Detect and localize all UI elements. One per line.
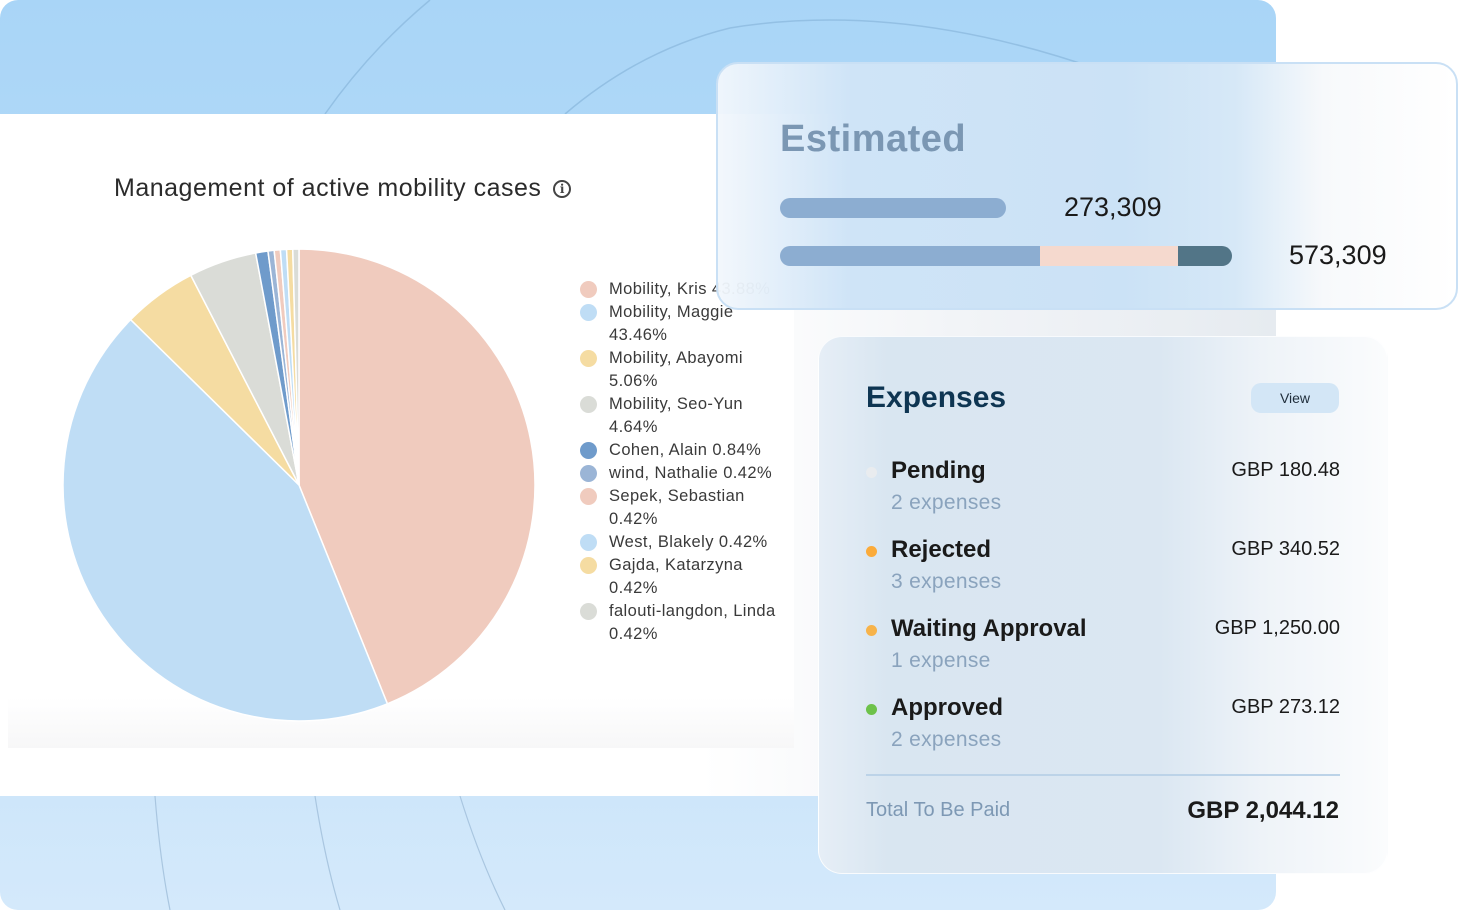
legend-label: Mobility, Maggie 43.46%: [609, 303, 734, 344]
expense-count: 2 expenses: [891, 491, 1002, 514]
bar-segment-1: [1039, 246, 1178, 266]
expense-row-approved[interactable]: Approved 2 expenses GBP 273.12: [866, 694, 1340, 764]
estimated-value-total: 573,309: [1289, 240, 1387, 270]
legend-label: Gajda, Katarzyna 0.42%: [609, 556, 743, 597]
legend-swatch-icon: [580, 304, 597, 321]
legend-swatch-icon: [580, 557, 597, 574]
bar-segment-2: [1177, 246, 1232, 266]
legend-label: Mobility, Abayomi 5.06%: [609, 349, 743, 390]
expense-amount: GBP 180.48: [1231, 459, 1340, 481]
expense-status: Rejected: [891, 536, 992, 563]
divider: [866, 774, 1340, 776]
expense-amount: GBP 340.52: [1231, 538, 1340, 560]
legend-item[interactable]: Mobility, Maggie 43.46%: [580, 301, 790, 347]
estimated-value-current: 273,309: [1064, 192, 1162, 222]
legend-item[interactable]: Cohen, Alain 0.84%: [580, 439, 790, 462]
status-dot-icon: [866, 467, 877, 478]
legend-item[interactable]: Sepek, Sebastian 0.42%: [580, 485, 790, 531]
expense-row-pending[interactable]: Pending 2 expenses GBP 180.48: [866, 457, 1340, 527]
total-value: GBP 2,044.12: [1187, 797, 1339, 824]
legend-label: Cohen, Alain 0.84%: [609, 441, 762, 459]
legend-item[interactable]: Mobility, Seo-Yun 4.64%: [580, 393, 790, 439]
legend-item[interactable]: West, Blakely 0.42%: [580, 531, 790, 554]
legend-label: wind, Nathalie 0.42%: [609, 464, 773, 482]
estimated-bar-current: [780, 198, 1006, 218]
background-arcs: [154, 0, 1176, 910]
legend-label: Sepek, Sebastian 0.42%: [609, 487, 745, 528]
status-dot-icon: [866, 625, 877, 636]
estimated-title: Estimated: [780, 118, 967, 160]
expense-status: Pending: [891, 457, 986, 484]
legend-swatch-icon: [580, 281, 597, 298]
expense-amount: GBP 273.12: [1231, 696, 1340, 718]
expense-row-rejected[interactable]: Rejected 3 expenses GBP 340.52: [866, 536, 1340, 606]
pie-slice-9[interactable]: [292, 248, 300, 486]
expense-status: Waiting Approval: [891, 615, 1087, 642]
view-expenses-button[interactable]: View: [1251, 383, 1339, 413]
legend-label: Mobility, Seo-Yun 4.64%: [609, 395, 743, 436]
expense-count: 1 expense: [891, 649, 991, 672]
chart-legend: Mobility, Kris 43.88% Mobility, Maggie 43…: [580, 278, 790, 646]
legend-swatch-icon: [580, 396, 597, 413]
legend-swatch-icon: [580, 350, 597, 367]
pie-slice-0[interactable]: [298, 248, 536, 705]
legend-item[interactable]: Gajda, Katarzyna 0.42%: [580, 554, 790, 600]
total-label: Total To Be Paid: [866, 799, 1011, 821]
chart-title: Management of active mobility cases i: [114, 174, 572, 203]
expense-count: 3 expenses: [891, 570, 1002, 593]
expense-amount: GBP 1,250.00: [1214, 617, 1340, 639]
expense-row-waiting-approval[interactable]: Waiting Approval 1 expense GBP 1,250.00: [866, 615, 1340, 685]
bar-segment-0: [780, 246, 1040, 266]
pie-chart: [62, 248, 536, 722]
estimated-bar-total: [780, 246, 1232, 266]
expense-count: 2 expenses: [891, 728, 1002, 751]
legend-item[interactable]: Mobility, Abayomi 5.06%: [580, 347, 790, 393]
legend-swatch-icon: [580, 488, 597, 505]
legend-item[interactable]: wind, Nathalie 0.42%: [580, 462, 790, 485]
expenses-card: Expenses View Pending 2 expenses GBP 180…: [818, 336, 1388, 874]
status-dot-icon: [866, 704, 877, 715]
legend-swatch-icon: [580, 465, 597, 482]
pie-slice-1[interactable]: [62, 318, 389, 722]
estimated-card: Estimated 273,309 573,309: [716, 62, 1458, 310]
expenses-title: Expenses: [866, 381, 1007, 414]
legend-swatch-icon: [580, 442, 597, 459]
chart-title-text: Management of active mobility cases: [114, 174, 542, 202]
legend-swatch-icon: [580, 603, 597, 620]
legend-label: falouti-langdon, Linda 0.42%: [609, 602, 776, 643]
expense-status: Approved: [891, 694, 1004, 721]
status-dot-icon: [866, 546, 877, 557]
legend-item[interactable]: falouti-langdon, Linda 0.42%: [580, 600, 790, 646]
legend-swatch-icon: [580, 534, 597, 551]
info-circle-icon[interactable]: i: [553, 179, 572, 198]
legend-label: West, Blakely 0.42%: [609, 533, 768, 551]
